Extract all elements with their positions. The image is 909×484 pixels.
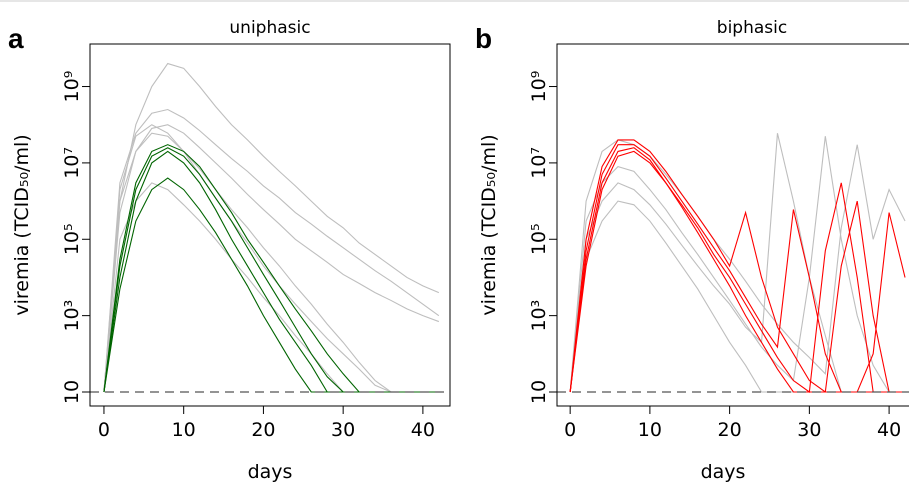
x-tick-label: 30 — [797, 419, 821, 441]
series-line — [569, 144, 906, 393]
series-line — [103, 108, 440, 393]
y-tick-label: 10⁷ — [528, 147, 550, 179]
series-line — [569, 150, 906, 393]
series-line — [569, 136, 906, 393]
y-tick-label: 10³ — [61, 300, 83, 332]
x-tick-label: 30 — [331, 419, 355, 441]
x-axis-label: days — [248, 461, 293, 483]
y-tick-label: 10 — [528, 380, 550, 404]
y-tick-label: 10 — [61, 380, 83, 404]
x-tick-label: 20 — [251, 419, 275, 441]
panel-letter: b — [475, 23, 492, 54]
y-axis-label: viremia (TCID₅₀/ml) — [478, 134, 500, 315]
series-line — [103, 144, 439, 393]
y-tick-label: 10⁷ — [61, 147, 83, 179]
x-tick-label: 10 — [638, 419, 662, 441]
y-tick-label: 10⁵ — [61, 223, 83, 255]
series-line — [569, 139, 906, 393]
plot-area — [557, 133, 909, 393]
series-line — [103, 132, 439, 393]
plot-frame — [556, 43, 909, 407]
series-line — [103, 124, 440, 393]
x-tick-label: 40 — [411, 419, 435, 441]
series-line — [103, 124, 439, 393]
y-tick-label: 10⁹ — [61, 71, 83, 103]
series-line — [569, 200, 906, 393]
x-axis-label: days — [701, 461, 746, 483]
plot-frame — [89, 43, 451, 407]
x-tick-label: 0 — [98, 419, 110, 441]
x-tick-label: 40 — [877, 419, 901, 441]
plot-area — [90, 62, 450, 393]
y-tick-label: 10³ — [528, 300, 550, 332]
y-axis-label: viremia (TCID₅₀/ml) — [11, 134, 33, 315]
x-tick-label: 10 — [172, 419, 196, 441]
y-tick-label: 10⁵ — [528, 223, 550, 255]
series-line — [103, 62, 440, 393]
x-tick-label: 20 — [718, 419, 742, 441]
x-tick-label: 0 — [564, 419, 576, 441]
y-tick-label: 10⁹ — [528, 71, 550, 103]
series-line — [569, 147, 906, 393]
panel-letter: a — [8, 23, 24, 54]
series-line — [103, 177, 439, 393]
panel-title: uniphasic — [229, 18, 310, 38]
panel-title: biphasic — [717, 18, 787, 38]
